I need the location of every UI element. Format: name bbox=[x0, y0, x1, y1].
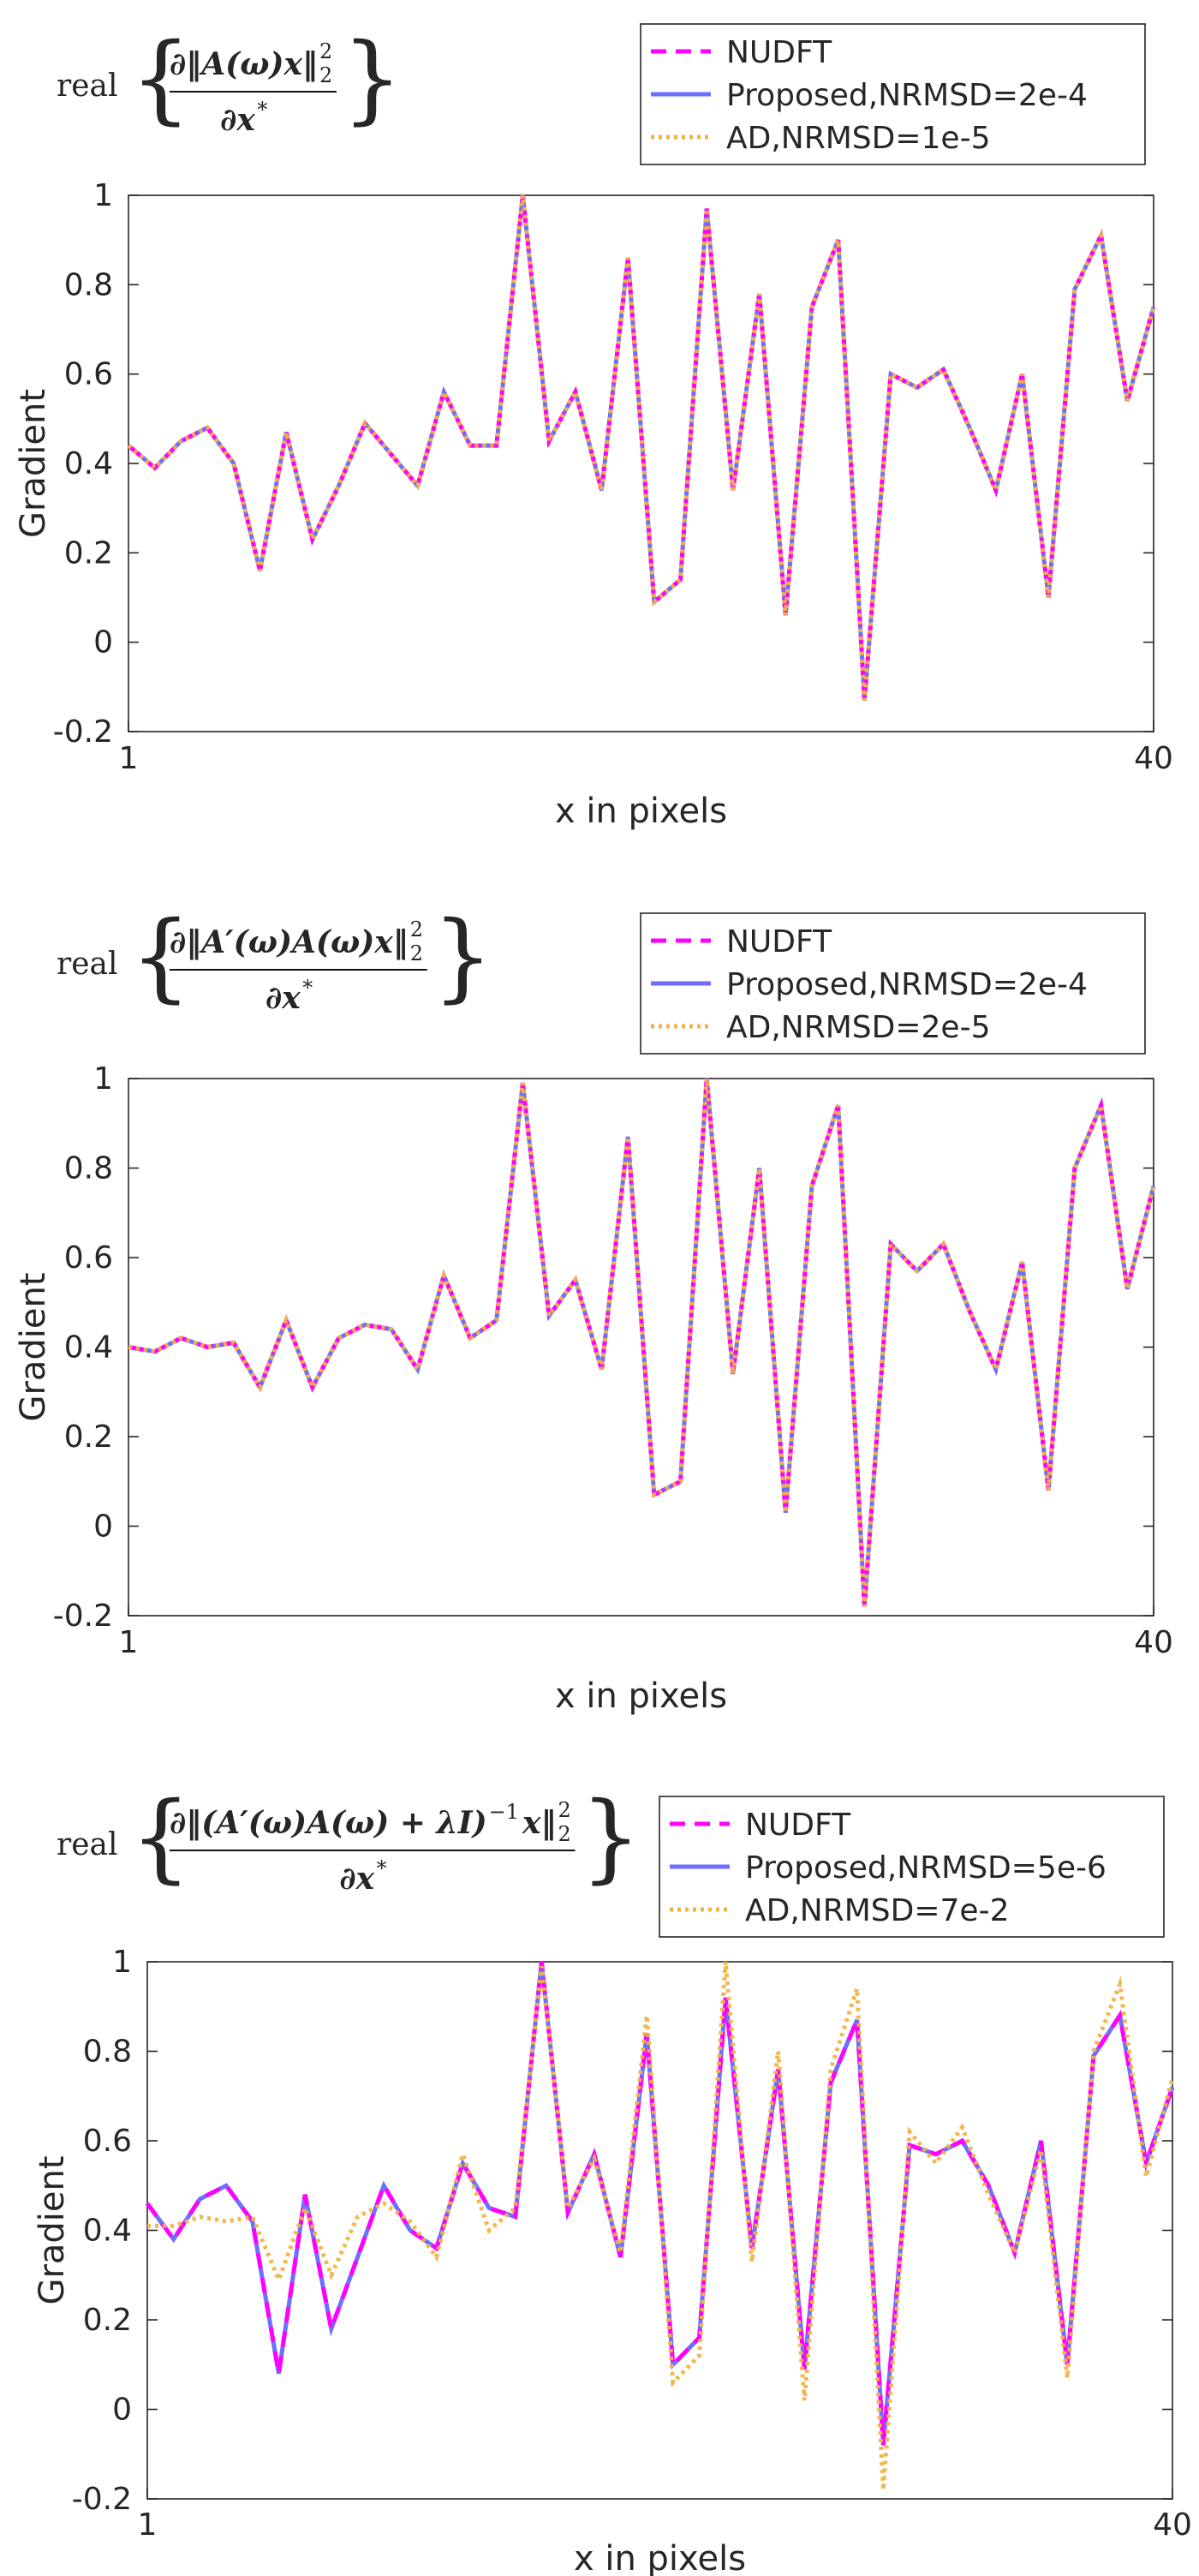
plot-area bbox=[146, 1961, 1173, 2500]
legend-box bbox=[659, 1796, 1165, 1938]
legend-label-3: AD,NRMSD=2e-5 bbox=[726, 1010, 990, 1045]
formula-denominator-superscript: * bbox=[377, 1856, 387, 1880]
chart-3: -0.2 0 0.2 0.4 0.6 0.8 1 1 40 x in pixels Gradient… bbox=[33, 1782, 1192, 2576]
y-tick-label: 0.2 bbox=[64, 535, 113, 571]
formula-superscript: 2 bbox=[410, 917, 423, 941]
chart-1: -0.2 0 0.2 0.4 0.6 0.8 1 1 40 x in pixels Gradient… bbox=[14, 23, 1173, 831]
y-tick-label: 0.8 bbox=[64, 267, 113, 302]
y-tick-label: 0.2 bbox=[83, 2303, 132, 2338]
series-line-1 bbox=[145, 1961, 1175, 2446]
y-tick-label: 0.4 bbox=[64, 1330, 113, 1366]
formula-right-brace: } bbox=[342, 23, 403, 134]
x-tick-label: 40 bbox=[1153, 2507, 1192, 2543]
y-axis-label: Gradient bbox=[14, 389, 53, 538]
legend-label-1: NUDFT bbox=[726, 35, 832, 70]
formula-left-brace: { bbox=[130, 901, 191, 1013]
formula-numerator: ∂‖A(ω)x‖ bbox=[170, 46, 318, 82]
formula-annotation: real {∂‖A(ω)x‖ 22 ∂x *} bbox=[57, 23, 403, 138]
legend-label-3: AD,NRMSD=1e-5 bbox=[726, 121, 990, 156]
formula-subscript: 2 bbox=[410, 941, 423, 965]
y-tick-label: 1 bbox=[93, 178, 113, 213]
y-tick-label: 0 bbox=[112, 2393, 132, 2428]
y-axis-label: Gradient bbox=[33, 2155, 72, 2304]
chart-2: -0.2 0 0.2 0.4 0.6 0.8 1 1 40 x in pixels Gradient… bbox=[14, 901, 1173, 1716]
formula-annotation: real {∂‖A′(ω)A(ω)x‖ 22 ∂x *} bbox=[57, 901, 493, 1016]
legend-label-2: Proposed,NRMSD=2e-4 bbox=[726, 78, 1088, 113]
x-tick-label: 40 bbox=[1134, 741, 1173, 776]
plot-area bbox=[128, 1078, 1154, 1617]
series-line-1 bbox=[128, 1078, 1156, 1607]
series-line-3 bbox=[128, 1078, 1156, 1607]
formula-left-brace: { bbox=[130, 1782, 191, 1893]
legend-box bbox=[640, 912, 1146, 1055]
y-tick-label: 0.6 bbox=[64, 357, 113, 392]
legend-label-1: NUDFT bbox=[726, 924, 832, 959]
formula-denominator: ∂x bbox=[339, 1861, 374, 1897]
formula-denominator: ∂x bbox=[220, 102, 255, 138]
y-tick-label: -0.2 bbox=[53, 1599, 113, 1634]
y-tick-label: -0.2 bbox=[72, 2482, 132, 2517]
legend: NUDFT Proposed,NRMSD=2e-4 AD,NRMSD=1e-5 bbox=[640, 23, 1146, 165]
legend-label-2: Proposed,NRMSD=5e-6 bbox=[745, 1850, 1107, 1886]
formula-numerator-tail: x‖ bbox=[522, 1805, 556, 1841]
formula-denominator-superscript: * bbox=[302, 976, 313, 1000]
formula-superscript: 2 bbox=[558, 1798, 571, 1822]
y-tick-label: 0.6 bbox=[83, 2124, 132, 2159]
x-tick-label: 1 bbox=[119, 741, 139, 776]
formula-prefix: real bbox=[57, 1827, 118, 1862]
y-tick-label: 0.4 bbox=[83, 2214, 132, 2249]
y-tick-label: 0.4 bbox=[64, 446, 113, 481]
formula-denominator-superscript: * bbox=[257, 98, 267, 122]
x-tick-label: 40 bbox=[1134, 1625, 1173, 1660]
y-axis-label: Gradient bbox=[14, 1272, 53, 1421]
series-line-3 bbox=[127, 194, 1156, 701]
y-tick-label: 0.8 bbox=[83, 2035, 132, 2070]
y-tick-label: 1 bbox=[93, 1061, 113, 1097]
formula-inverse-exponent: −1 bbox=[489, 1800, 519, 1824]
legend: NUDFT Proposed,NRMSD=5e-6 AD,NRMSD=7e-2 bbox=[659, 1796, 1165, 1938]
legend-box bbox=[640, 23, 1146, 165]
series-line-3 bbox=[147, 1961, 1175, 2490]
formula-superscript: 2 bbox=[319, 39, 332, 63]
formula-right-brace: } bbox=[432, 901, 493, 1013]
y-tick-label: 0.2 bbox=[64, 1419, 113, 1455]
legend-label-3: AD,NRMSD=7e-2 bbox=[745, 1893, 1009, 1928]
formula-prefix: real bbox=[57, 69, 118, 104]
formula-prefix: real bbox=[57, 947, 118, 982]
legend-label-1: NUDFT bbox=[745, 1808, 851, 1843]
y-tick-label: 0 bbox=[93, 1509, 113, 1545]
x-axis-label: x in pixels bbox=[574, 2539, 746, 2576]
y-tick-label: 1 bbox=[112, 1945, 132, 1980]
legend: NUDFT Proposed,NRMSD=2e-4 AD,NRMSD=2e-5 bbox=[640, 912, 1146, 1055]
formula-denominator: ∂x bbox=[265, 980, 301, 1016]
formula-subscript: 2 bbox=[558, 1822, 571, 1846]
y-tick-label: 0 bbox=[93, 625, 113, 660]
x-tick-label: 1 bbox=[138, 2507, 158, 2543]
formula-annotation: real {∂‖(A′(ω)A(ω) + λI) −1 x‖ 22 ∂x *} bbox=[57, 1782, 641, 1897]
legend-label-2: Proposed,NRMSD=2e-4 bbox=[726, 967, 1088, 1002]
formula-numerator: ∂‖(A′(ω)A(ω) + λI) bbox=[170, 1805, 487, 1841]
formula-subscript: 2 bbox=[319, 63, 332, 87]
formula-numerator: ∂‖A′(ω)A(ω)x‖ bbox=[170, 924, 409, 960]
formula-left-brace: { bbox=[130, 23, 191, 134]
x-axis-label: x in pixels bbox=[555, 792, 727, 831]
x-axis-label: x in pixels bbox=[555, 1676, 727, 1716]
y-tick-label: 0.8 bbox=[64, 1151, 113, 1186]
formula-right-brace: } bbox=[581, 1782, 641, 1893]
x-tick-label: 1 bbox=[119, 1625, 139, 1660]
y-tick-label: -0.2 bbox=[53, 714, 113, 750]
y-tick-label: 0.6 bbox=[64, 1240, 113, 1276]
